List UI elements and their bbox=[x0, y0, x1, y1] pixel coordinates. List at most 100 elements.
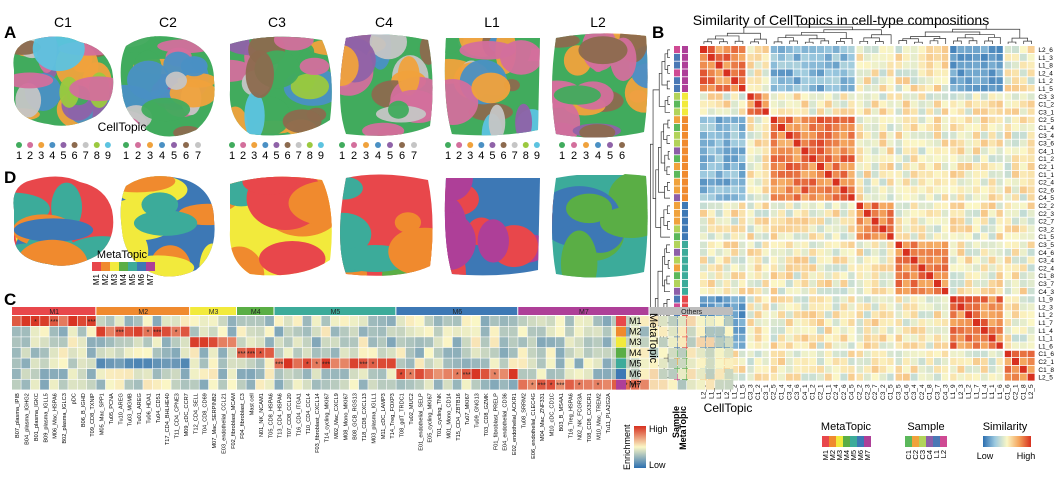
enrichment-cell bbox=[527, 316, 537, 326]
similarity-cell bbox=[739, 163, 746, 170]
similarity-cell bbox=[770, 77, 778, 85]
dendrogram-link bbox=[840, 38, 853, 44]
similarity-cell bbox=[707, 155, 715, 163]
legend-b-sample-label: L1 bbox=[932, 450, 941, 458]
similarity-cell bbox=[973, 61, 980, 69]
similarity-cell bbox=[957, 194, 965, 202]
enrichment-cell bbox=[124, 358, 134, 369]
similarity-cell bbox=[910, 147, 918, 155]
enrichment-cell bbox=[499, 316, 509, 326]
metatopic-annotation-cell bbox=[682, 178, 688, 186]
similarity-cell bbox=[996, 46, 1004, 53]
enrichment-cell bbox=[58, 358, 68, 369]
similarity-cell bbox=[746, 358, 754, 365]
similarity-cell bbox=[934, 303, 941, 311]
similarity-cell bbox=[965, 100, 973, 108]
similarity-cell bbox=[910, 280, 918, 287]
similarity-cell bbox=[856, 342, 863, 350]
similarity-cell bbox=[1004, 365, 1012, 373]
similarity-cell bbox=[746, 209, 754, 217]
enrichment-cell bbox=[105, 337, 115, 348]
similarity-cell bbox=[1012, 225, 1019, 233]
similarity-cell bbox=[910, 108, 918, 116]
celltopic-legend-label: 5 bbox=[489, 150, 495, 162]
similarity-cell bbox=[949, 326, 957, 334]
similarity-cell bbox=[700, 100, 707, 108]
similarity-cell bbox=[856, 147, 863, 155]
enrichment-col-label: Mast cell bbox=[250, 393, 256, 415]
enrichment-col-label: B09_plasma_IGLL5 bbox=[43, 393, 49, 442]
enrichment-cell bbox=[246, 316, 256, 326]
celltopic-legend-label: 8 bbox=[523, 150, 529, 162]
similarity-cell bbox=[840, 287, 848, 295]
similarity-cell bbox=[949, 295, 957, 303]
similarity-cell bbox=[746, 287, 754, 295]
enrichment-col-label: B08_GCB_RGS13 bbox=[353, 393, 359, 440]
similarity-cell bbox=[715, 217, 723, 225]
similarity-cell bbox=[973, 326, 980, 334]
similarity-cell bbox=[996, 342, 1004, 350]
heatmap-row-label: L1_7 bbox=[1038, 320, 1053, 327]
enrichment-col-label: N02_NK_FCGR3A bbox=[578, 393, 584, 440]
similarity-cell bbox=[731, 256, 739, 264]
similarity-cell bbox=[785, 303, 793, 311]
enrichment-cell bbox=[321, 337, 331, 348]
heatmap-row-label: C4_6 bbox=[1038, 250, 1054, 257]
similarity-cell bbox=[770, 139, 778, 147]
similarity-cell bbox=[1027, 53, 1035, 61]
similarity-cell bbox=[1012, 280, 1019, 287]
similarity-cell bbox=[965, 217, 973, 225]
enrichment-cell bbox=[349, 379, 359, 390]
similarity-cell bbox=[832, 92, 840, 100]
significance-star: *** bbox=[247, 351, 255, 358]
enrichment-col-label: N01_NK_NCAM1 bbox=[259, 393, 265, 437]
enrichment-cell bbox=[143, 369, 153, 379]
similarity-cell bbox=[746, 303, 754, 311]
enrichment-cell bbox=[377, 379, 387, 390]
enrichment-cell bbox=[546, 347, 556, 358]
celltopic-legend-label: 8 bbox=[94, 150, 100, 162]
similarity-cell bbox=[700, 163, 707, 170]
similarity-cell bbox=[973, 53, 980, 61]
similarity-cell bbox=[848, 116, 856, 124]
similarity-cell bbox=[895, 373, 902, 381]
legend-b-metatopic-label: M2 bbox=[828, 450, 837, 460]
similarity-cell bbox=[770, 116, 778, 124]
enrichment-cell bbox=[537, 369, 546, 379]
similarity-cell bbox=[793, 108, 801, 116]
panel-label-d: D bbox=[4, 168, 16, 187]
similarity-cell bbox=[973, 155, 980, 163]
similarity-cell bbox=[817, 373, 824, 381]
similarity-cell bbox=[996, 69, 1004, 77]
similarity-cell bbox=[941, 92, 949, 100]
similarity-colorbar bbox=[983, 436, 1031, 447]
enrichment-cell bbox=[312, 358, 321, 369]
legend-b-metatopic-swatch bbox=[850, 436, 857, 447]
enrichment-cell bbox=[499, 358, 509, 369]
similarity-cell bbox=[902, 241, 910, 248]
similarity-cell bbox=[887, 155, 895, 163]
metatopic-annotation-cell bbox=[682, 209, 688, 217]
similarity-cell bbox=[934, 350, 941, 358]
enrichment-cell bbox=[537, 326, 546, 337]
metatopic-legend-label: M6 bbox=[137, 273, 146, 285]
similarity-cell bbox=[1012, 326, 1019, 334]
sample-annotation-cell bbox=[674, 147, 680, 155]
heatmap-row-label: L1_1 bbox=[1038, 336, 1053, 343]
enrichment-col-labels: B07_plasma_IPIB B04_plasma_IGHG2 B01_plasm… bbox=[15, 393, 612, 459]
celltopic-swatch bbox=[399, 142, 405, 148]
similarity-cell bbox=[871, 202, 879, 209]
similarity-cell bbox=[996, 319, 1004, 326]
similarity-cell bbox=[785, 178, 793, 186]
similarity-cell bbox=[762, 53, 770, 61]
similarity-cell bbox=[871, 217, 879, 225]
enrichment-col-label: T03_CD8_GZMK bbox=[484, 393, 490, 436]
similarity-cell bbox=[848, 77, 856, 85]
similarity-cell bbox=[996, 295, 1004, 303]
similarity-cell bbox=[926, 131, 934, 139]
similarity-cell bbox=[934, 295, 941, 303]
enrichment-cell bbox=[133, 316, 143, 326]
similarity-cell bbox=[817, 92, 824, 100]
